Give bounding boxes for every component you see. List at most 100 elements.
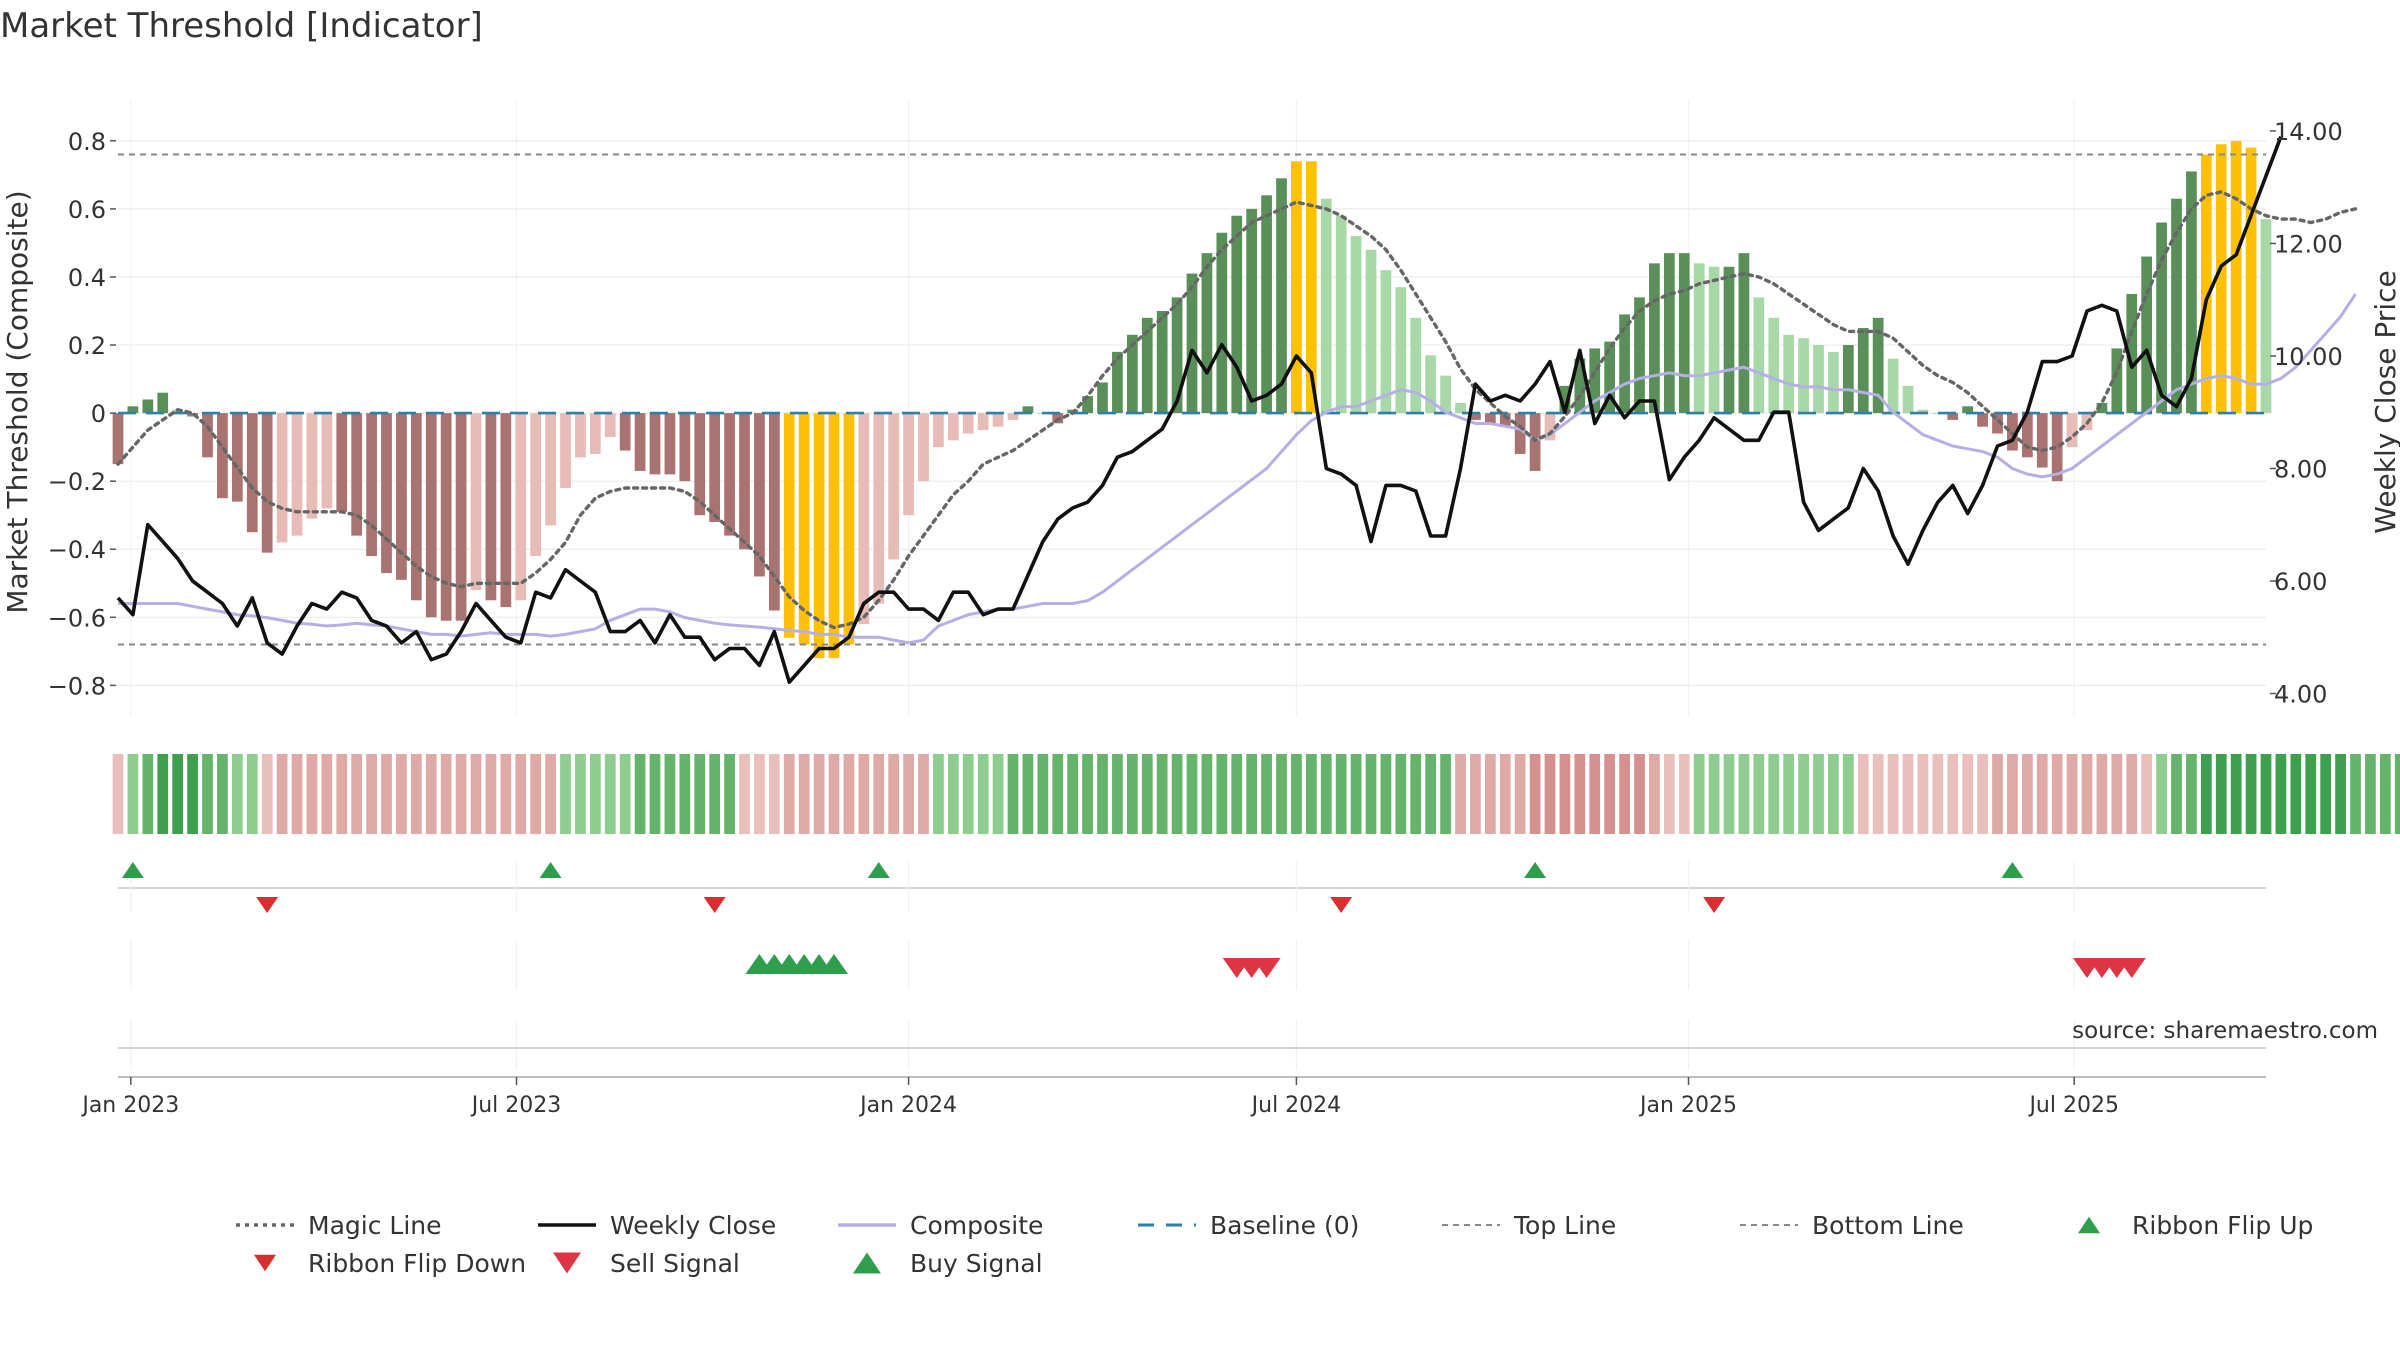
composite-bar <box>2051 413 2063 482</box>
ribbon-cell <box>1932 754 1944 834</box>
ribbon-cell <box>2275 754 2287 834</box>
composite-bar <box>2215 144 2227 414</box>
ribbon-cell <box>231 754 243 834</box>
ribbon-cell <box>1156 754 1168 834</box>
ribbon-flip-down-marker <box>256 897 279 913</box>
composite-bar <box>754 413 765 577</box>
ribbon-cell <box>291 754 303 834</box>
composite-bar <box>873 413 885 604</box>
composite-bar <box>1395 287 1407 414</box>
legend: Magic Line Weekly Close Composite Baseline … <box>236 1211 2313 1278</box>
composite-bar <box>440 413 452 621</box>
composite-bar <box>1261 195 1272 414</box>
composite-bar <box>1857 328 1869 414</box>
ribbon-cell <box>1514 754 1526 834</box>
ribbon-cell <box>1768 754 1780 834</box>
x-axis: Jan 2023 Jul 2023 Jan 2024 Jul 2024 Jan 2025… <box>80 1020 2266 1118</box>
x-tick-label: Jul 2025 <box>2027 1093 2119 1118</box>
ribbon-cell <box>858 754 870 834</box>
composite-bar <box>1977 413 1988 427</box>
ribbon-cell <box>754 754 765 834</box>
ribbon-cell <box>1425 754 1437 834</box>
signal-panel <box>130 940 2146 990</box>
composite-bar <box>575 413 586 458</box>
ribbon-cell <box>2081 754 2093 834</box>
ribbon-cell <box>1574 754 1586 834</box>
y-tick-label: −0.4 <box>48 536 106 564</box>
composite-bar <box>2126 293 2138 414</box>
ribbon-cell <box>1484 754 1496 834</box>
ribbon-cell <box>709 754 721 834</box>
composite-bar <box>947 413 959 441</box>
composite-bar <box>425 413 437 618</box>
composite-bar <box>485 413 497 601</box>
ribbon-cell <box>2350 754 2361 834</box>
composite-bar <box>1693 263 1705 414</box>
composite-bar <box>217 413 228 499</box>
composite-bar <box>321 413 333 509</box>
ribbon-cell <box>2066 754 2078 834</box>
y-tick-label: 0.2 <box>68 332 106 360</box>
composite-bar <box>276 413 288 543</box>
ribbon-cell <box>813 754 825 834</box>
y2-axis-label: Weekly Close Price <box>2369 270 2400 533</box>
ribbon-cell <box>321 754 333 834</box>
ribbon-cell <box>2111 754 2123 834</box>
ribbon-cell <box>306 754 318 834</box>
ribbon-cell <box>619 754 631 834</box>
ribbon-cell <box>1231 754 1243 834</box>
ribbon-flip-up-marker <box>121 862 144 878</box>
composite-bar <box>1574 358 1586 414</box>
ribbon-flip-up-marker <box>2001 862 2024 878</box>
ribbon-cell <box>1470 754 1481 834</box>
ribbon-cell <box>2156 754 2167 834</box>
composite-line <box>118 293 2357 645</box>
ribbon-cell <box>112 754 124 834</box>
composite-bar <box>1768 317 1780 414</box>
ribbon-cell <box>1126 754 1138 834</box>
ribbon-cell <box>1693 754 1705 834</box>
ribbon-cell <box>2141 754 2153 834</box>
composite-bar <box>1246 208 1258 414</box>
composite-bar <box>1425 355 1437 414</box>
ribbon-cell <box>381 754 392 834</box>
ribbon-cell <box>1246 754 1258 834</box>
ribbon-cell <box>1962 754 1974 834</box>
composite-bar <box>798 413 810 645</box>
ribbon-cell <box>1857 754 1869 834</box>
composite-bar <box>1783 334 1795 414</box>
ribbon-cell <box>1291 754 1302 834</box>
composite-bar <box>1619 314 1630 414</box>
composite-bar <box>1335 215 1347 414</box>
ribbon-cell <box>1276 754 1287 834</box>
composite-bar <box>1708 266 1720 414</box>
legend-item: Top Line <box>1442 1211 1616 1240</box>
composite-bar <box>1380 270 1392 414</box>
ribbon-flip-down-marker <box>1703 897 1726 913</box>
ribbon-cell <box>1380 754 1392 834</box>
composite-bar <box>918 413 929 482</box>
composite-bar <box>1723 266 1735 414</box>
composite-bar <box>2066 413 2078 448</box>
ribbon-cell <box>1201 754 1213 834</box>
ribbon-cell <box>1171 754 1183 834</box>
legend-swatch <box>853 1252 881 1274</box>
ribbon-cell <box>888 754 900 834</box>
ribbon-cell <box>485 754 497 834</box>
ribbon-cell <box>336 754 348 834</box>
composite-bar <box>142 399 154 414</box>
composite-bar <box>2230 140 2242 414</box>
x-tick-label: Jan 2024 <box>858 1093 957 1118</box>
composite-bar <box>127 406 139 414</box>
ribbon-cell <box>1977 754 1988 834</box>
ribbon-cell <box>1738 754 1750 834</box>
composite-bar <box>351 413 363 536</box>
ribbon-cell <box>1037 754 1049 834</box>
composite-bar <box>1171 297 1183 414</box>
ribbon-cell <box>1842 754 1854 834</box>
ribbon-cell <box>783 754 795 834</box>
ribbon-cell <box>1350 754 1362 834</box>
ribbon-cell <box>172 754 184 834</box>
composite-bar <box>634 413 646 471</box>
ribbon-cell <box>1216 754 1228 834</box>
